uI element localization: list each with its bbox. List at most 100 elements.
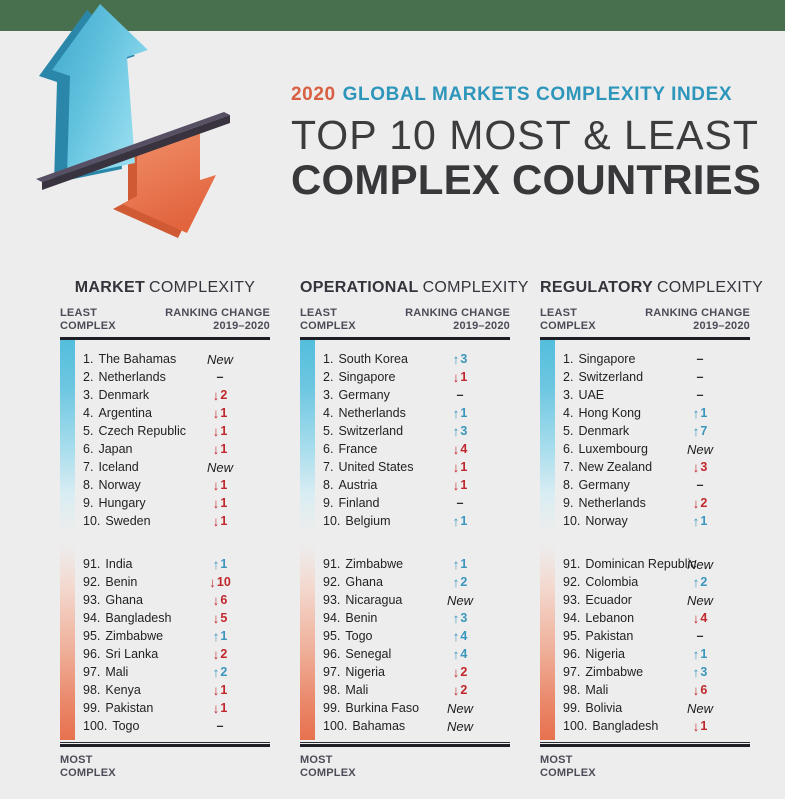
- rank-number: 95.: [323, 629, 341, 643]
- country-row: 9. Hungary ↓ 1: [83, 494, 270, 512]
- up-arrow-icon: ↑: [452, 423, 460, 439]
- ranking-change: ↓ 2: [212, 646, 228, 662]
- rank-number: 98.: [83, 683, 101, 697]
- country-row: 9. Finland –: [323, 494, 510, 512]
- country-name: Hong Kong: [578, 406, 641, 420]
- rank-number: 4.: [563, 406, 574, 420]
- up-arrow-icon: ↑: [452, 610, 460, 626]
- least-complex-label: LEAST COMPLEX: [60, 307, 116, 333]
- country-row: 3. UAE –: [563, 386, 750, 404]
- ranking-change: New: [206, 459, 233, 475]
- country-name: Nigeria: [585, 647, 625, 661]
- ranking-change: –: [216, 370, 224, 384]
- country-row: 7. United States ↓ 1: [323, 458, 510, 476]
- down-arrow-icon: ↓: [452, 369, 460, 385]
- most-complex-label-line1: MOST: [60, 754, 93, 766]
- country-name: Lebanon: [585, 611, 635, 625]
- least-complex-list: 1. Singapore – 2. Switzerland – 3. UAE – 4. Hong K…: [540, 340, 750, 533]
- rank-number: 97.: [563, 665, 581, 679]
- country-name: India: [105, 557, 133, 571]
- rank-number: 95.: [83, 629, 101, 643]
- country-name: Finland: [338, 496, 380, 510]
- ranking-change: ↑ 2: [692, 574, 708, 590]
- gradient-bar-most: [60, 545, 75, 740]
- up-arrow-icon: ↑: [452, 574, 460, 590]
- up-arrow-icon: ↑: [452, 405, 460, 421]
- rank-number: 92.: [323, 575, 341, 589]
- country-name: The Bahamas: [98, 352, 177, 366]
- country-row: 91. Dominican Republic New: [563, 555, 750, 573]
- least-complex-label-line2: COMPLEX: [60, 320, 116, 332]
- rank-number: 93.: [83, 593, 101, 607]
- ranking-change: –: [696, 629, 704, 643]
- country-name: Bangladesh: [105, 611, 172, 625]
- rank-number: 96.: [323, 647, 341, 661]
- least-complex-label-line1: LEAST: [540, 307, 578, 319]
- most-complex-label-line2: COMPLEX: [540, 767, 596, 779]
- up-arrow-icon: ↑: [452, 646, 460, 662]
- down-arrow-icon: ↓: [212, 700, 220, 716]
- ranking-change: ↓ 1: [212, 477, 228, 493]
- country-row: 10. Belgium ↑ 1: [323, 512, 510, 530]
- country-row: 5. Switzerland ↑ 3: [323, 422, 510, 440]
- ranking-change: ↑ 1: [452, 513, 468, 529]
- country-name: Benin: [105, 575, 138, 589]
- rank-number: 93.: [563, 593, 581, 607]
- down-arrow-icon: ↓: [692, 495, 700, 511]
- down-arrow-icon: ↓: [212, 592, 220, 608]
- country-row: 7. Iceland New: [83, 458, 270, 476]
- down-arrow-icon: ↓: [212, 610, 220, 626]
- country-name: Denmark: [578, 424, 630, 438]
- rank-number: 8.: [323, 478, 334, 492]
- down-arrow-icon: ↓: [452, 664, 460, 680]
- up-arrow-icon: ↑: [692, 574, 700, 590]
- country-row: 98. Mali ↓ 2: [323, 681, 510, 699]
- ranking-change: ↓ 6: [212, 592, 228, 608]
- country-row: 5. Denmark ↑ 7: [563, 422, 750, 440]
- ranking-change: New: [686, 556, 713, 572]
- country-name: New Zealand: [578, 460, 653, 474]
- ranking-change: ↓ 1: [692, 718, 708, 734]
- ranking-change: ↑ 1: [692, 646, 708, 662]
- rank-number: 98.: [323, 683, 341, 697]
- rank-number: 9.: [83, 496, 94, 510]
- rank-number: 97.: [83, 665, 101, 679]
- gradient-bar-most: [300, 545, 315, 740]
- rank-number: 91.: [563, 557, 581, 571]
- country-name: Senegal: [345, 647, 392, 661]
- country-name: Pakistan: [105, 701, 154, 715]
- country-row: 94. Lebanon ↓ 4: [563, 609, 750, 627]
- gradient-bar-most: [540, 545, 555, 740]
- country-row: 4. Argentina ↓ 1: [83, 404, 270, 422]
- ranking-change: ↑ 3: [452, 423, 468, 439]
- ranking-change: ↓ 1: [452, 459, 468, 475]
- country-row: 94. Benin ↑ 3: [323, 609, 510, 627]
- country-row: 10. Sweden ↓ 1: [83, 512, 270, 530]
- country-name: Togo: [345, 629, 373, 643]
- ranking-change: New: [206, 351, 233, 367]
- country-row: 95. Pakistan –: [563, 627, 750, 645]
- ranking-change: New: [686, 441, 713, 457]
- most-rows: 91. India ↑ 1 92. Benin ↓ 10 93. Ghana ↓ 6 94. Bangla…: [60, 545, 270, 735]
- country-name: Switzerland: [578, 370, 644, 384]
- country-name: Pakistan: [585, 629, 634, 643]
- up-arrow-icon: [52, 4, 148, 177]
- complexity-column: OPERATIONAL COMPLEXITY LEAST COMPLEX RANK…: [300, 276, 528, 780]
- gradient-bar-least: [300, 340, 315, 533]
- down-arrow-icon: ↓: [452, 477, 460, 493]
- rank-number: 99.: [83, 701, 101, 715]
- rank-number: 96.: [83, 647, 101, 661]
- rank-number: 7.: [323, 460, 334, 474]
- ranking-change: ↓ 1: [212, 682, 228, 698]
- rank-number: 100.: [83, 719, 108, 733]
- column-title-rest: COMPLEXITY: [149, 279, 256, 296]
- country-name: Colombia: [585, 575, 639, 589]
- least-complex-label: LEAST COMPLEX: [540, 307, 596, 333]
- country-name: Czech Republic: [98, 424, 186, 438]
- country-name: Benin: [345, 611, 378, 625]
- kicker: 2020 GLOBAL MARKETS COMPLEXITY INDEX: [291, 84, 761, 106]
- complexity-columns: MARKET COMPLEXITY LEAST COMPLEX RANKING C…: [60, 276, 763, 780]
- country-row: 3. Germany –: [323, 386, 510, 404]
- rank-number: 94.: [563, 611, 581, 625]
- ranking-change: ↑ 1: [452, 405, 468, 421]
